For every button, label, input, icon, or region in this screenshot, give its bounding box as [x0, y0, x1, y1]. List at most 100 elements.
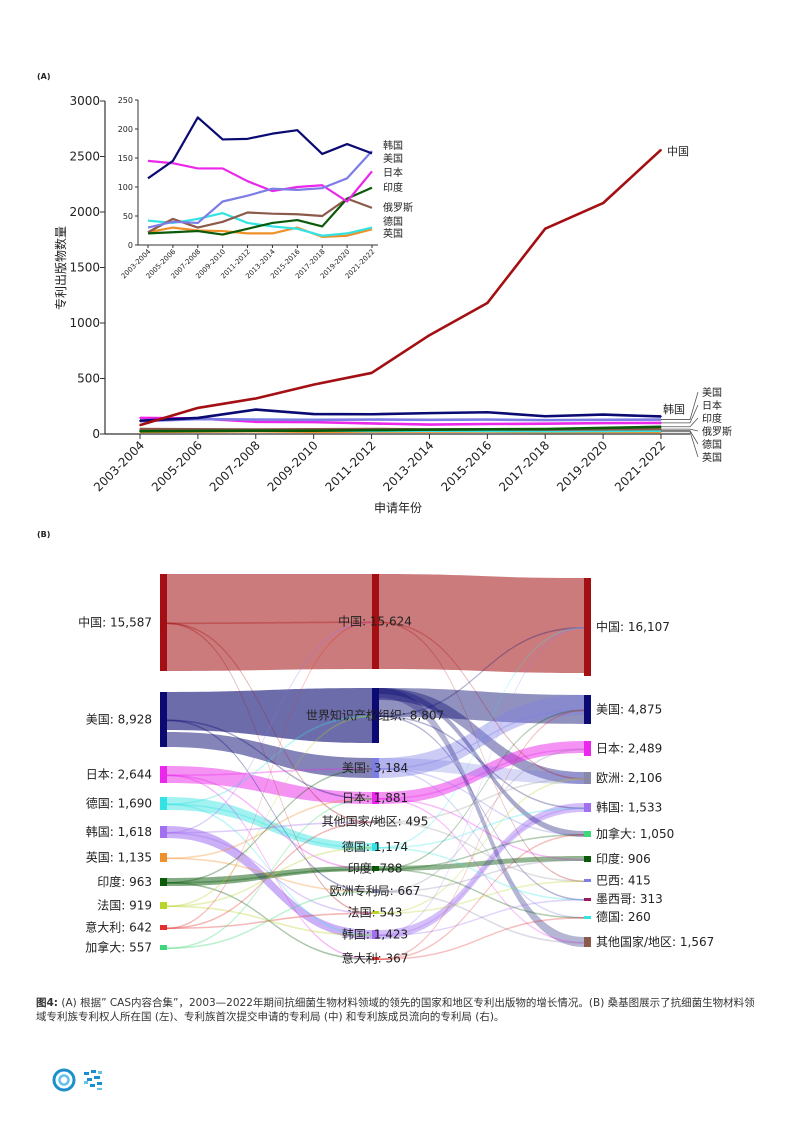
inset-series-line: [147, 159, 373, 203]
sankey-node: [584, 856, 591, 862]
flow-thin: [379, 798, 584, 944]
data-point: [254, 397, 257, 400]
sankey-node: [372, 889, 379, 893]
y-tick-label: 3000: [69, 94, 100, 108]
flow-thin: [167, 905, 372, 937]
sankey-right-label: 日本: 2,489: [596, 742, 662, 756]
inset-y-tick-label: 50: [123, 212, 133, 221]
flow-middle-right: [379, 758, 584, 784]
data-point: [602, 202, 604, 204]
inset-y-tick-label: 100: [118, 183, 133, 192]
flow-thin: [379, 715, 584, 810]
sankey-middle-label: 中国: 15,624: [338, 614, 412, 629]
series-label-china: 中国: [667, 145, 689, 158]
sankey-right-label: 德国: 260: [596, 909, 651, 924]
flow-thin: [167, 774, 372, 961]
data-point: [602, 422, 604, 424]
flow-thin: [379, 891, 584, 944]
dots-logo-icon: [84, 1070, 102, 1090]
sankey-node: [584, 898, 591, 901]
data-point: [602, 418, 604, 421]
data-point: [428, 428, 431, 431]
x-tick-label: 2005-2006: [149, 438, 205, 494]
series-label-7: 英国: [702, 451, 722, 464]
data-point: [544, 419, 547, 421]
sankey-node: [584, 772, 591, 784]
sankey-node: [160, 766, 167, 783]
series-label-6: 德国: [702, 438, 722, 451]
y-tick-label: 0: [92, 427, 100, 441]
flow-thin: [167, 798, 372, 950]
data-point: [486, 418, 489, 421]
data-point: [428, 334, 431, 337]
sankey-node: [372, 758, 379, 778]
flow-thin: [379, 847, 584, 901]
sankey-middle-label: 韩国: 1,423: [342, 927, 408, 942]
inset-y-tick-label: 150: [118, 154, 133, 163]
flow-middle-right: [379, 688, 584, 947]
inset-series-line: [147, 212, 373, 237]
flow-thin: [379, 627, 584, 937]
sankey-right-label: 其他国家/地区: 1,567: [596, 934, 714, 949]
inset-series-label: 美国: [383, 152, 403, 165]
flow-left-middle: [167, 732, 372, 778]
flow-thin: [167, 798, 372, 860]
sankey-middle-label: 世界知识产权组织: 8,807: [306, 709, 444, 723]
series-label-5: 俄罗斯: [702, 425, 732, 438]
flow-thin: [167, 621, 372, 834]
cas-logo-icon: [52, 1068, 76, 1092]
data-point: [197, 417, 199, 419]
x-tick-label: 2019-2020: [554, 438, 610, 494]
data-point: [197, 430, 199, 432]
flow-thin: [379, 778, 584, 824]
data-point: [486, 302, 489, 304]
sankey-middle-label: 意大利: 367: [342, 951, 409, 966]
flow-thin: [167, 719, 372, 893]
series-label-2: 美国: [702, 386, 722, 399]
data-point: [254, 408, 257, 411]
sankey-node: [584, 916, 591, 919]
sankey-left-label: 美国: 8,928: [86, 713, 152, 727]
sankey-node: [372, 957, 379, 960]
flow-thin: [167, 882, 372, 961]
flow-thin: [379, 621, 584, 780]
sankey-node: [160, 853, 167, 862]
inset-series-line: [147, 197, 373, 234]
data-point: [602, 427, 604, 429]
series-label-3: 日本: [702, 399, 722, 412]
flow-thin: [167, 857, 372, 893]
data-point: [370, 422, 373, 425]
flow-middle-right: [379, 574, 584, 673]
data-point: [544, 428, 547, 430]
flow-thin: [379, 859, 584, 893]
flow-thin: [167, 768, 372, 777]
flow-thin: [167, 832, 372, 915]
x-tick-label: 2021-2022: [612, 438, 668, 494]
flow-thin: [167, 821, 372, 834]
y-axis-label: 专利出版物数量: [53, 226, 68, 310]
inset-y-tick-label: 200: [118, 125, 133, 134]
flow-thin: [379, 621, 584, 883]
inset-series-line: [147, 186, 373, 236]
data-point: [139, 430, 141, 433]
flow-left-middle: [167, 866, 372, 886]
data-point: [312, 421, 315, 423]
flow-thin: [379, 821, 584, 883]
panel-label-a: (A): [37, 72, 51, 81]
inset-series-label: 俄罗斯: [383, 201, 413, 214]
sankey-right-label: 欧洲: 2,106: [596, 771, 662, 785]
flow-thin: [379, 880, 584, 915]
sankey-node: [372, 866, 379, 871]
y-tick-label: 1000: [69, 316, 100, 330]
flow-thin: [379, 834, 584, 961]
data-point: [370, 429, 373, 431]
data-point: [544, 415, 547, 418]
sankey-node: [372, 820, 379, 823]
x-tick-label: 2011-2012: [323, 438, 379, 494]
flow-thin: [379, 627, 584, 718]
data-point: [428, 423, 431, 426]
data-point: [312, 429, 315, 432]
data-point: [660, 415, 662, 418]
sankey-right-label: 印度: 906: [596, 851, 651, 866]
data-point: [254, 418, 257, 421]
